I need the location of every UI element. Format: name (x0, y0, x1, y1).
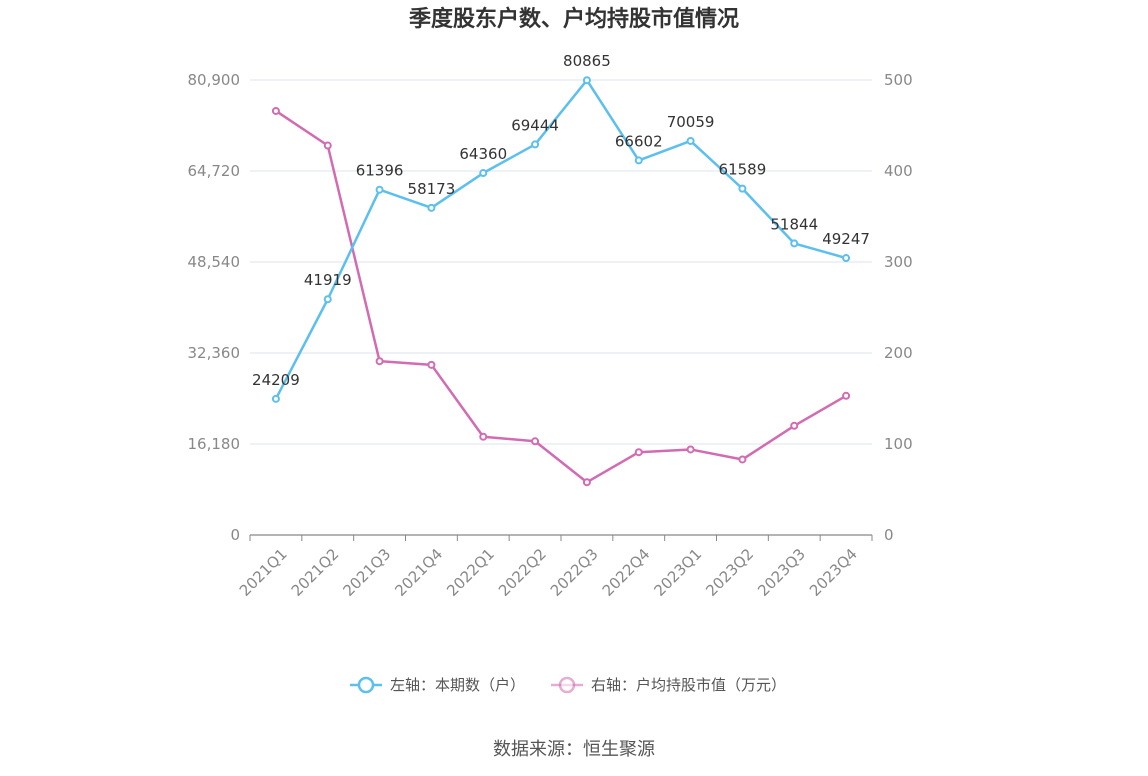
left-tick-label: 80,900 (188, 71, 241, 89)
right-tick-label: 500 (884, 71, 913, 89)
legend-label: 左轴：本期数（户） (390, 676, 525, 694)
x-tick-label: 2021Q4 (391, 545, 446, 600)
left-axis: 0 16,180 32,360 48,540 64,720 80,900 (188, 71, 241, 544)
x-tick-label: 2023Q3 (754, 545, 809, 600)
x-tick-label: 2023Q2 (702, 545, 757, 600)
x-axis: 2021Q12021Q22021Q32021Q42022Q12022Q22022… (236, 534, 873, 600)
data-label: 70059 (667, 113, 715, 131)
right-axis: 0 100 200 300 400 500 (884, 71, 913, 544)
grid (250, 79, 872, 445)
right-tick-label: 0 (884, 526, 894, 544)
data-point-right[interactable] (531, 437, 540, 446)
x-tick-label: 2023Q4 (806, 545, 861, 600)
data-label: 66602 (615, 132, 663, 150)
data-point-right[interactable] (271, 106, 280, 115)
x-tick-label: 2022Q2 (495, 545, 550, 600)
data-label: 69444 (511, 116, 559, 134)
x-tick-label: 2022Q3 (547, 545, 602, 600)
left-tick-label: 16,180 (188, 435, 241, 453)
data-point-right[interactable] (427, 360, 436, 369)
data-label: 61396 (356, 162, 404, 180)
data-point-right[interactable] (738, 455, 747, 464)
data-label: 80865 (563, 52, 611, 70)
data-point-left[interactable] (531, 140, 540, 149)
data-point-left[interactable] (427, 203, 436, 212)
data-point-left[interactable] (375, 185, 384, 194)
x-tick-label: 2021Q3 (340, 545, 395, 600)
data-label: 41919 (304, 271, 352, 289)
data-point-left[interactable] (634, 156, 643, 165)
data-point-left[interactable] (842, 254, 851, 263)
x-tick-label: 2021Q1 (236, 545, 291, 600)
data-point-right[interactable] (323, 141, 332, 150)
data-point-left[interactable] (479, 169, 488, 178)
series-line-left (274, 78, 847, 400)
chart-title: 季度股东户数、户均持股市值情况 (409, 6, 739, 32)
x-tick-label: 2021Q2 (288, 545, 343, 600)
legend-marker (558, 676, 576, 694)
data-point-right[interactable] (790, 421, 799, 430)
series-group (271, 76, 851, 487)
data-label: 64360 (459, 145, 507, 163)
data-label: 49247 (822, 230, 870, 248)
data-point-right[interactable] (634, 448, 643, 457)
right-tick-label: 400 (884, 162, 913, 180)
data-label: 24209 (252, 371, 300, 389)
data-label: 58173 (408, 180, 456, 198)
x-tick-label: 2022Q4 (599, 545, 654, 600)
x-tick-label: 2023Q1 (651, 545, 706, 600)
data-point-left[interactable] (686, 136, 695, 145)
legend-item-right[interactable]: 右轴：户均持股市值（万元） (551, 676, 786, 694)
right-tick-label: 300 (884, 253, 913, 271)
left-tick-label: 32,360 (188, 344, 241, 362)
data-label: 51844 (770, 215, 818, 233)
data-point-right[interactable] (375, 357, 384, 366)
right-tick-label: 100 (884, 435, 913, 453)
data-point-left[interactable] (790, 239, 799, 248)
data-point-right[interactable] (686, 445, 695, 454)
data-point-left[interactable] (738, 184, 747, 193)
legend[interactable]: 左轴：本期数（户） 右轴：户均持股市值（万元） (350, 676, 786, 694)
left-tick-label: 48,540 (188, 253, 241, 271)
legend-item-left[interactable]: 左轴：本期数（户） (350, 676, 525, 694)
left-tick-label: 64,720 (188, 162, 241, 180)
right-tick-label: 200 (884, 344, 913, 362)
data-point-right[interactable] (842, 391, 851, 400)
data-label: 61589 (719, 161, 767, 179)
left-tick-label: 0 (230, 526, 240, 544)
series-line-right (275, 109, 847, 484)
data-point-right[interactable] (582, 478, 591, 487)
source-note: 数据来源：恒生聚源 (493, 739, 655, 760)
data-point-left[interactable] (271, 394, 280, 403)
data-point-left[interactable] (582, 76, 591, 85)
data-point-right[interactable] (479, 432, 488, 441)
x-tick-label: 2022Q1 (443, 545, 498, 600)
data-point-left[interactable] (323, 295, 332, 304)
legend-label: 右轴：户均持股市值（万元） (591, 676, 786, 694)
legend-marker (357, 676, 375, 694)
